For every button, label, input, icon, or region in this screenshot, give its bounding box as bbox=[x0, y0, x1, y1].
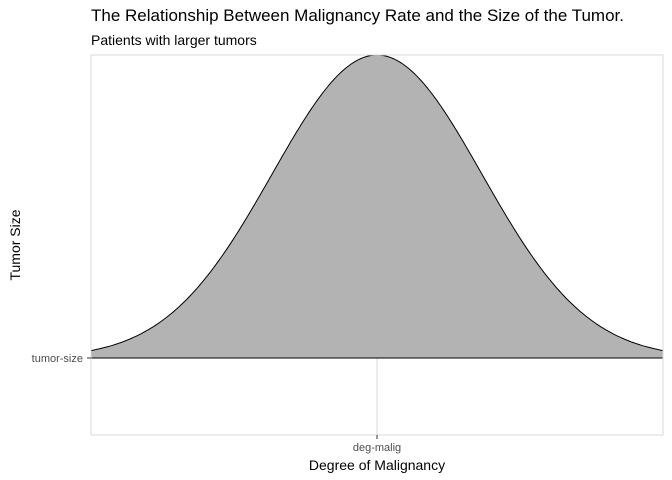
y-axis-title: Tumor Size bbox=[7, 209, 23, 280]
x-tick-label: deg-malig bbox=[353, 442, 401, 454]
y-tick-label: tumor-size bbox=[32, 353, 83, 365]
chart-title: The Relationship Between Malignancy Rate… bbox=[91, 6, 624, 25]
density-area bbox=[90, 54, 664, 359]
x-axis-title: Degree of Malignancy bbox=[309, 457, 445, 473]
chart-subtitle: Patients with larger tumors bbox=[91, 32, 257, 48]
